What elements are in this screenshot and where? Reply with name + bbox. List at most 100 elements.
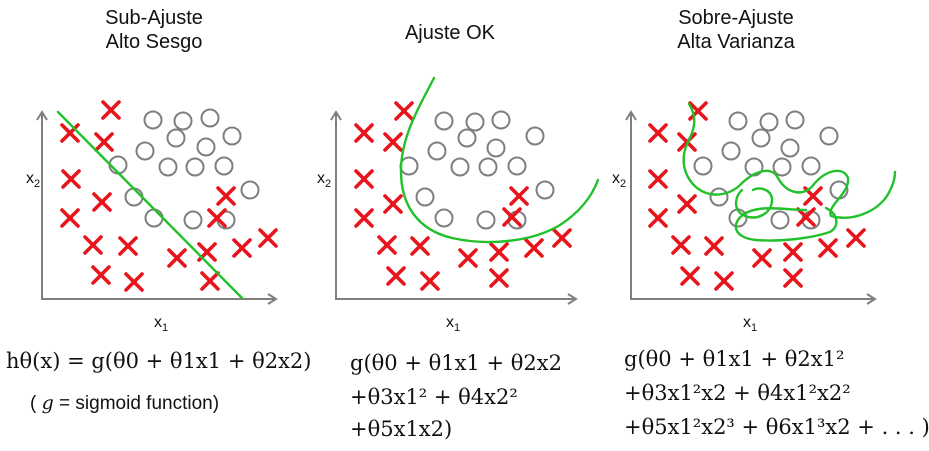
circle-marker (801, 156, 821, 176)
panel-2-formula: g(θ0 + θ1x1 + θ2x2 +θ3x1² + θ4x2² +θ5x1x… (350, 350, 562, 442)
panel-3-formula-line-1: g(θ0 + θ1x1 + θ2x1² (624, 347, 845, 371)
panel-2-formula-line-3: +θ5x1x2) (350, 417, 453, 441)
cross-marker (489, 242, 509, 262)
panel-1-formula-line: hθ(x) = g(θ0 + θ1x1 + θ2x2) (6, 349, 312, 373)
cross-marker (167, 248, 187, 268)
cross-marker (818, 238, 838, 258)
cross-marker (648, 208, 668, 228)
panel-1-note-prefix: ( (30, 393, 42, 414)
circle-marker (427, 141, 447, 161)
circle-marker (525, 126, 545, 146)
cross-marker (124, 272, 144, 292)
panel-2-xlabel-sub: 1 (454, 322, 461, 335)
cross-marker (410, 236, 430, 256)
panel-3-title: Sobre-Ajuste Alta Varianza (656, 6, 816, 54)
circle-marker (450, 157, 470, 177)
panel-1-note: ( g = sigmoid function) (30, 392, 219, 415)
circle-marker (819, 126, 839, 146)
panel-1-ylabel-text: x (26, 170, 34, 187)
panel-2-axes (335, 112, 576, 300)
circle-marker (465, 112, 485, 132)
circle-marker (200, 108, 220, 128)
cross-marker (714, 271, 734, 291)
cross-marker (796, 207, 816, 227)
panel-1-xlabel-text: x (154, 314, 162, 331)
circle-markers (108, 108, 849, 230)
cross-marker (377, 235, 397, 255)
circle-marker (728, 111, 748, 131)
cross-marker (258, 228, 278, 248)
cross-marker (61, 169, 81, 189)
panel-2-title-line1: Ajuste OK (404, 22, 496, 44)
circle-marker (457, 128, 477, 148)
circle-marker (507, 156, 527, 176)
cross-marker (354, 208, 374, 228)
cross-marker (118, 236, 138, 256)
cross-marker (200, 271, 220, 291)
panel-3-ylabel: x2 (612, 170, 626, 190)
circle-marker (693, 156, 713, 176)
panel-1-xlabel-sub: 1 (162, 322, 169, 335)
panel-2-boundary-curve (399, 76, 600, 244)
circle-marker (399, 156, 419, 176)
circle-marker (196, 137, 216, 157)
panel-3-title-line2: Alta Varianza (677, 31, 795, 53)
circle-marker (183, 210, 203, 230)
panel-3-y-arrow (625, 110, 637, 121)
circle-marker (785, 110, 805, 130)
cross-marker (489, 268, 509, 288)
cross-marker (688, 101, 708, 121)
panel-1-x-arrow (267, 293, 278, 305)
circle-marker (772, 157, 792, 177)
panel-1-title-line2: Alto Sesgo (105, 31, 203, 53)
circle-marker (135, 141, 155, 161)
circle-marker (124, 187, 144, 207)
cross-marker (83, 235, 103, 255)
panel-3-boundary-curve-loop-right (734, 206, 838, 242)
panel-1-formula: hθ(x) = g(θ0 + θ1x1 + θ2x2) (6, 348, 311, 374)
panel-1-axes (41, 112, 276, 300)
circle-marker (478, 157, 498, 177)
cross-marker (648, 123, 668, 143)
cross-marker (216, 186, 236, 206)
panel-1-ylabel: x2 (26, 170, 40, 190)
panel-2-y-arrow (330, 110, 342, 121)
panel-3-formula-line-2: +θ3x1²x2 + θ4x1²x2² (624, 381, 851, 405)
circle-marker (415, 187, 435, 207)
circle-marker (173, 111, 193, 131)
circle-marker (158, 157, 178, 177)
panel-2-ylabel-sub: 2 (325, 178, 332, 191)
panel-1-y-arrow (36, 110, 48, 121)
panel-3-axes (630, 112, 875, 300)
panel-1-note-var: g (41, 392, 54, 414)
cross-marker (648, 169, 668, 189)
circle-marker (780, 138, 800, 158)
cross-marker (783, 268, 803, 288)
cross-marker (101, 100, 121, 120)
panel-2-ylabel: x2 (317, 170, 331, 190)
panel-3-xlabel-sub: 1 (751, 322, 758, 335)
circle-marker (770, 210, 790, 230)
decision-boundaries (56, 76, 897, 300)
circle-marker (214, 156, 234, 176)
circle-marker (144, 208, 164, 228)
panel-1-title-line1: Sub-Ajuste (105, 7, 203, 29)
panel-2-title: Ajuste OK (380, 21, 520, 45)
cross-marker (394, 101, 414, 121)
panel-2-formula-line-2: +θ3x1² + θ4x2² (350, 385, 518, 409)
panel-3-title-line1: Sobre-Ajuste (678, 7, 794, 29)
panel-3-ylabel-text: x (612, 170, 620, 187)
circle-marker (486, 138, 506, 158)
cross-marker (552, 228, 572, 248)
cross-marker (420, 271, 440, 291)
cross-marker (91, 265, 111, 285)
circle-marker (222, 126, 242, 146)
cross-marker (509, 186, 529, 206)
cross-marker (458, 248, 478, 268)
circle-marker (185, 157, 205, 177)
panel-1-xlabel: x1 (154, 314, 168, 334)
panel-3-formula: g(θ0 + θ1x1 + θ2x1² +θ3x1²x2 + θ4x1²x2² … (624, 346, 929, 440)
cross-marker (354, 123, 374, 143)
axes (36, 110, 877, 305)
